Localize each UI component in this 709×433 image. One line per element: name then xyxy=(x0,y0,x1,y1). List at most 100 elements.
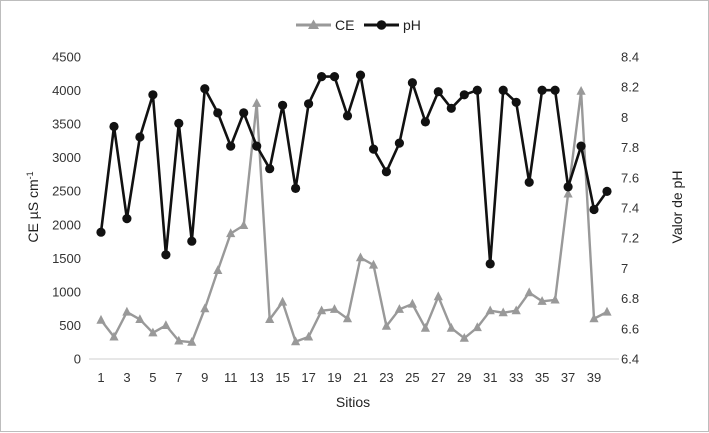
ce-point xyxy=(135,314,145,323)
x-tick-label: 21 xyxy=(353,370,367,385)
ph-point xyxy=(498,85,508,95)
y-right-tick-label: 7.6 xyxy=(621,170,639,185)
ce-point xyxy=(381,320,391,330)
y-left-axis-title-sup: -1 xyxy=(25,171,35,179)
y-left-tick-label: 4000 xyxy=(52,83,81,98)
ce-point xyxy=(485,305,495,315)
legend: CE pH xyxy=(296,17,421,33)
y-right-tick-label: 8.4 xyxy=(621,50,639,65)
ce-point xyxy=(576,86,586,95)
series-ph xyxy=(96,70,612,269)
ph-point xyxy=(135,132,145,142)
ce-point xyxy=(355,252,366,262)
x-tick-label: 3 xyxy=(123,370,130,385)
ce-point xyxy=(511,305,521,315)
x-tick-label: 33 xyxy=(509,370,523,385)
ce-point xyxy=(602,306,612,316)
ph-point xyxy=(420,117,430,127)
y-left-tick-label: 4500 xyxy=(52,50,81,65)
x-tick-label: 9 xyxy=(201,370,208,385)
ph-point xyxy=(226,141,236,151)
ce-point xyxy=(161,320,171,329)
y-left-axis-title: CE µS cm-1 xyxy=(25,171,41,242)
ce-point xyxy=(420,322,430,332)
ce-point xyxy=(459,333,469,342)
ce-point xyxy=(433,291,443,301)
ph-point xyxy=(563,182,573,192)
ce-point xyxy=(368,259,379,269)
ce-point xyxy=(394,304,404,313)
ce-point xyxy=(329,304,340,313)
ce-point xyxy=(265,314,275,323)
y-right-axis-title: Valor de pH xyxy=(669,171,685,244)
ce-point xyxy=(148,327,158,337)
x-tick-label: 29 xyxy=(457,370,471,385)
ce-point xyxy=(252,98,262,107)
x-tick-label: 37 xyxy=(561,370,575,385)
x-tick-label: 23 xyxy=(379,370,393,385)
ph-point xyxy=(550,85,560,95)
ce-point xyxy=(407,298,417,308)
ph-point xyxy=(524,177,534,187)
y-right-tick-label: 8 xyxy=(621,110,628,125)
ce-point xyxy=(498,307,508,317)
legend-ph-label: pH xyxy=(403,17,421,33)
ph-point xyxy=(109,121,119,132)
ce-point xyxy=(174,335,184,345)
ce-point xyxy=(109,331,119,341)
ph-point xyxy=(252,141,262,151)
x-tick-label: 35 xyxy=(535,370,549,385)
y-left-tick-label: 3000 xyxy=(52,150,81,165)
ph-point xyxy=(485,259,495,269)
y-right-tick-label: 8.2 xyxy=(621,80,639,95)
ph-point xyxy=(317,72,327,82)
ph-point xyxy=(96,227,106,237)
y-right-tick-label: 7.8 xyxy=(621,140,639,155)
ce-point xyxy=(524,287,534,297)
y-left-tick-label: 1500 xyxy=(52,251,81,266)
legend-ce-label: CE xyxy=(335,17,354,33)
ph-point xyxy=(368,144,379,154)
y-left-tick-label: 500 xyxy=(59,318,81,333)
ce-point xyxy=(550,294,560,304)
legend-ce-marker xyxy=(308,19,319,29)
x-tick-label: 15 xyxy=(275,370,289,385)
y-right-tick-label: 7.2 xyxy=(621,231,639,246)
series-ce xyxy=(96,86,612,346)
y-left-tick-label: 2500 xyxy=(52,184,81,199)
ph-point xyxy=(576,141,586,151)
y-right-tick-label: 7 xyxy=(621,261,628,276)
ph-point xyxy=(342,111,353,121)
ce-point xyxy=(563,188,573,198)
ce-point xyxy=(226,228,236,238)
ph-point xyxy=(511,97,521,107)
x-tick-label: 39 xyxy=(587,370,601,385)
ph-point xyxy=(122,214,132,224)
x-ticks: 1 3 5 7 9 11 13 15 17 19 21 23 25 27 29 31 33 35 37 39 xyxy=(97,370,601,385)
ph-point xyxy=(537,85,547,95)
ce-line xyxy=(100,89,608,344)
ce-point xyxy=(213,265,223,274)
ce-point xyxy=(537,296,547,305)
ph-point xyxy=(407,78,417,88)
ph-point xyxy=(213,108,223,118)
y-right-tick-label: 6.8 xyxy=(621,291,639,306)
ce-point xyxy=(291,336,301,346)
y-left-ticks: 0 500 1000 1500 2000 2500 3000 3500 4000 4500 xyxy=(52,50,81,367)
y-right-ticks: 6.4 6.6 6.8 7 7.2 7.4 7.6 7.8 8 8.2 8.4 xyxy=(621,50,639,367)
x-tick-label: 27 xyxy=(431,370,445,385)
ce-point xyxy=(122,306,132,316)
ph-point xyxy=(174,118,184,128)
ph-point xyxy=(239,108,249,118)
y-left-axis-title-main: CE µS cm xyxy=(25,179,41,242)
ph-point xyxy=(472,85,482,95)
y-right-tick-label: 6.6 xyxy=(621,321,639,336)
x-tick-label: 19 xyxy=(327,370,341,385)
ce-point xyxy=(446,322,456,332)
ph-point xyxy=(278,100,288,110)
ph-point xyxy=(304,99,314,109)
ce-point xyxy=(472,322,482,332)
ph-point xyxy=(265,164,275,174)
ce-point xyxy=(317,305,327,315)
